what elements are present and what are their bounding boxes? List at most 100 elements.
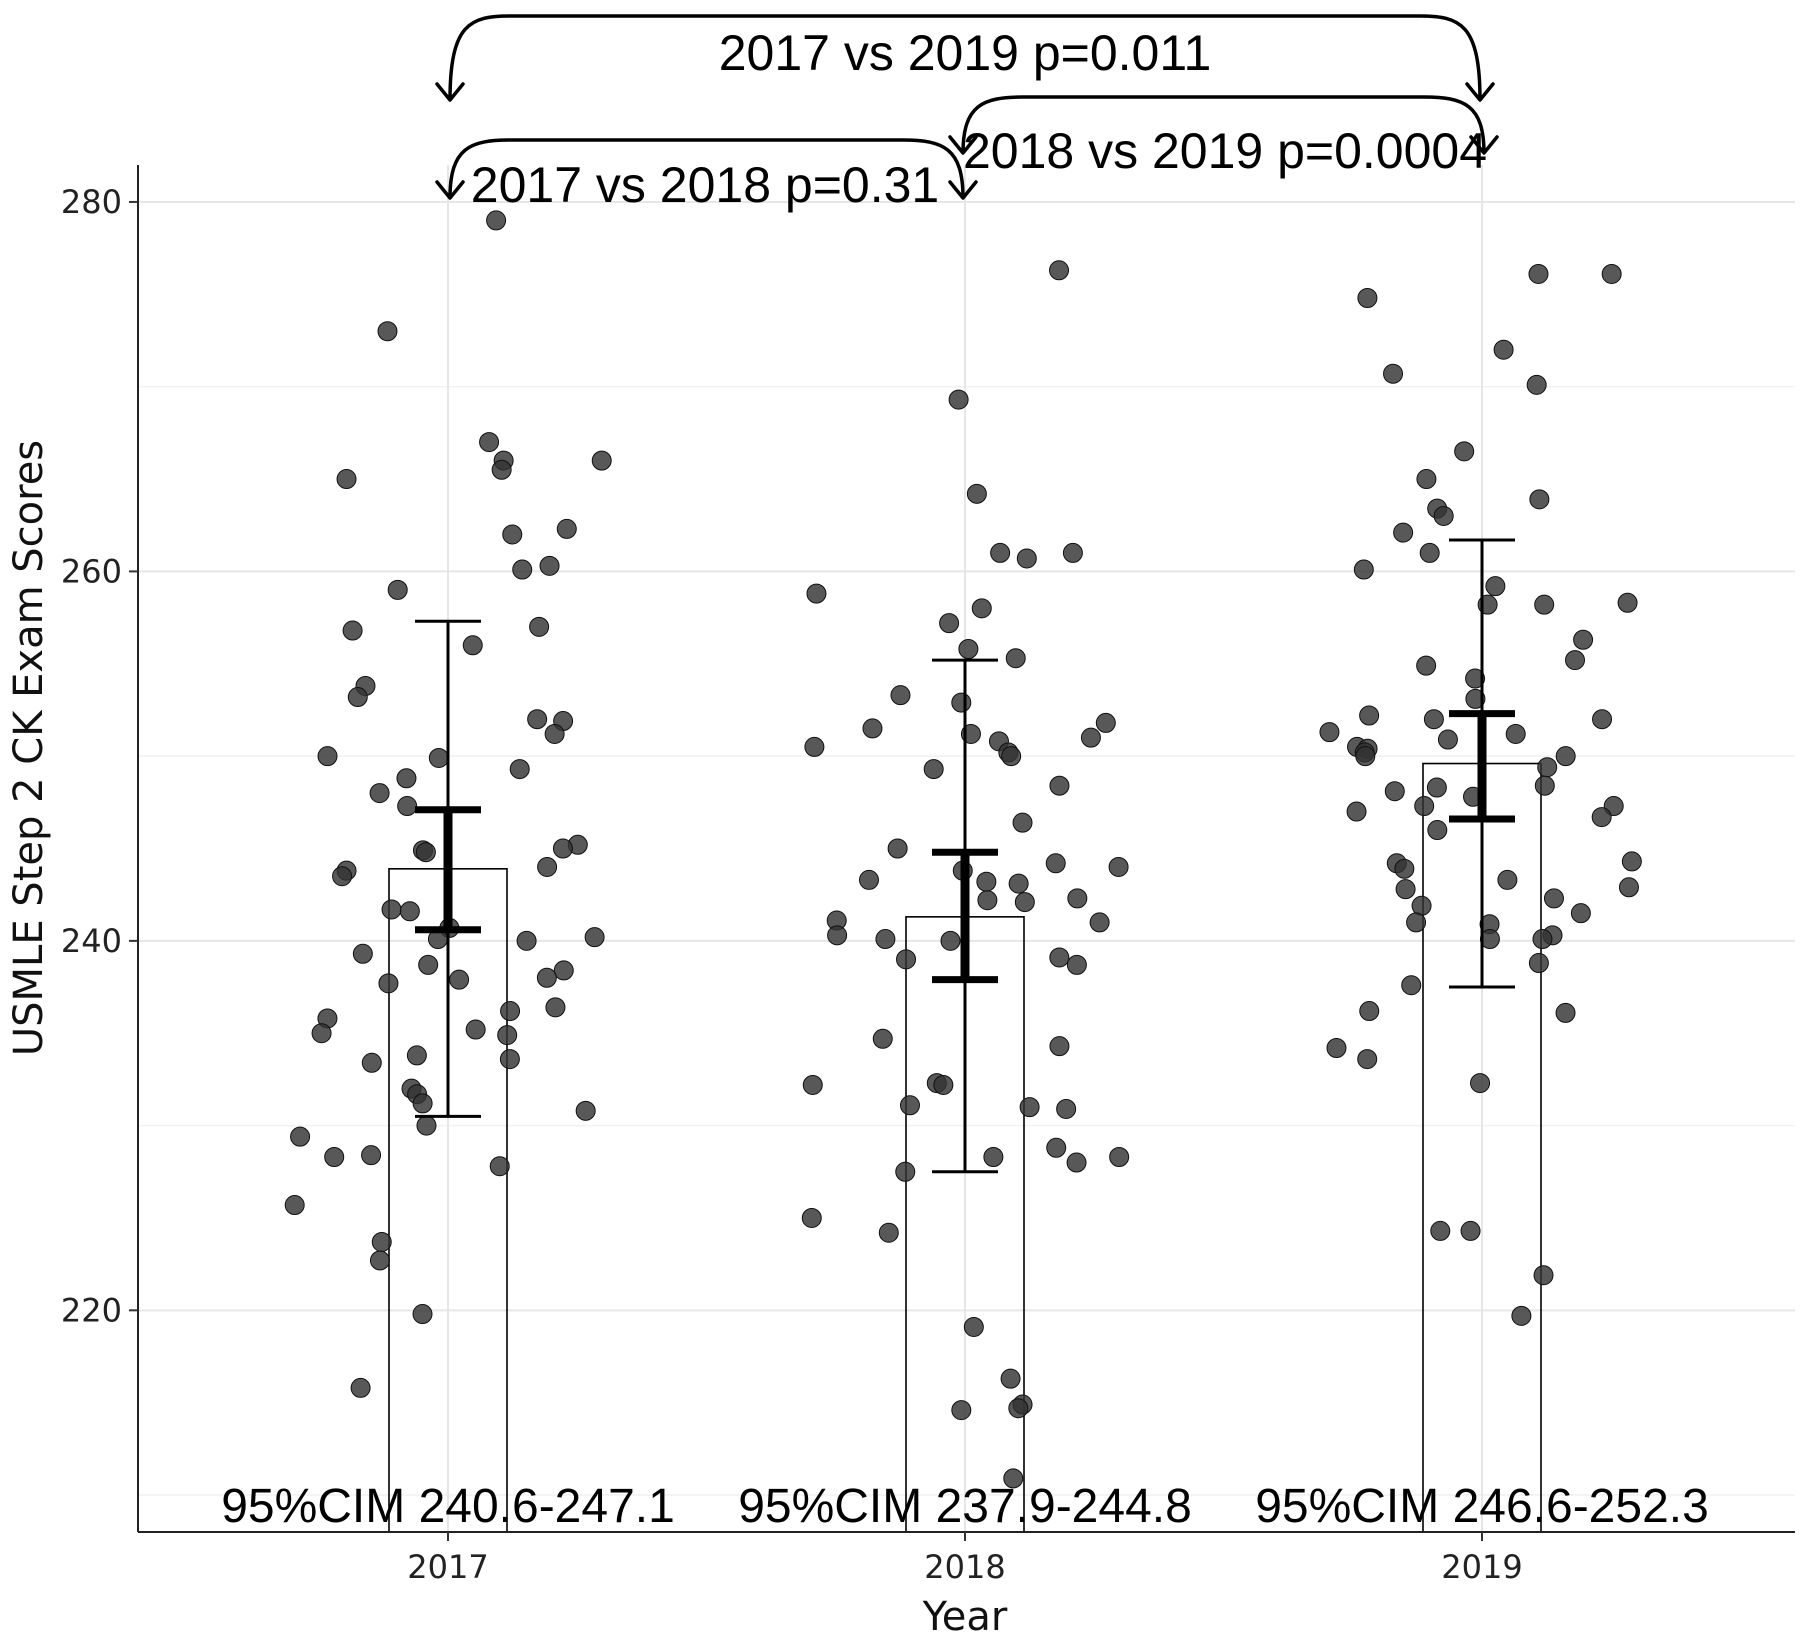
data-point-2019 xyxy=(1528,263,1549,284)
data-point-2019 xyxy=(1526,374,1547,395)
data-point-2018 xyxy=(939,613,960,634)
arrowhead-2017 xyxy=(435,82,465,102)
data-point-2018 xyxy=(1062,542,1083,563)
data-point-2018 xyxy=(890,685,911,706)
data-point-2017 xyxy=(539,555,560,576)
data-point-2019 xyxy=(1460,1220,1481,1241)
data-point-2019 xyxy=(1505,723,1526,744)
data-point-2019 xyxy=(1592,709,1613,730)
error-bar-layer xyxy=(415,538,1515,1174)
data-point-2019 xyxy=(1591,807,1612,828)
data-point-2018 xyxy=(966,483,987,504)
data-point-2017 xyxy=(537,856,558,877)
data-point-2017 xyxy=(553,960,574,981)
data-point-2018 xyxy=(801,1207,822,1228)
data-point-2018 xyxy=(1109,1146,1130,1167)
data-point-2019 xyxy=(1406,912,1427,933)
data-point-2019 xyxy=(1383,363,1404,384)
data-point-2019 xyxy=(1555,746,1576,767)
data-point-2019 xyxy=(1454,441,1475,462)
data-point-2017 xyxy=(311,1023,332,1044)
data-point-2017 xyxy=(371,1231,392,1252)
data-point-2018 xyxy=(1049,947,1070,968)
arrowhead-2018 xyxy=(948,135,978,155)
comparison-arc-2017-2018 xyxy=(448,138,965,199)
data-point-2019 xyxy=(1617,592,1638,613)
arrowhead-2019 xyxy=(1469,135,1499,155)
data-point-2019 xyxy=(1618,877,1639,898)
data-point-2019 xyxy=(1601,263,1622,284)
data-point-2017 xyxy=(387,579,408,600)
data-point-2019 xyxy=(1419,542,1440,563)
data-point-2019 xyxy=(1437,729,1458,750)
data-point-2019 xyxy=(1529,489,1550,510)
data-point-2017 xyxy=(378,973,399,994)
data-point-2019 xyxy=(1416,655,1437,676)
data-point-2018 xyxy=(1003,1468,1024,1489)
data-point-2018 xyxy=(827,925,848,946)
data-point-2017 xyxy=(332,866,353,887)
data-point-2018 xyxy=(878,1222,899,1243)
data-point-2019 xyxy=(1485,576,1506,597)
data-point-2018 xyxy=(1089,912,1110,933)
y-tick-label: 280 xyxy=(61,183,122,221)
data-point-2018 xyxy=(940,930,961,951)
data-point-2018 xyxy=(990,542,1011,563)
data-point-2017 xyxy=(347,687,368,708)
annotation-layer: 95%CIM 240.6-247.1 95%CIM 237.9-244.8 95%C… xyxy=(221,14,1709,1533)
data-point-2018 xyxy=(1008,1398,1029,1419)
data-point-2018 xyxy=(887,838,908,859)
data-point-2019 xyxy=(1416,469,1437,490)
data-point-2017 xyxy=(502,524,523,545)
data-point-2018 xyxy=(1046,1137,1067,1158)
data-point-2018 xyxy=(899,1095,920,1116)
data-point-2019 xyxy=(1426,777,1447,798)
data-point-2018 xyxy=(1016,548,1037,569)
data-point-2017 xyxy=(491,459,512,480)
data-point-2018 xyxy=(963,1316,984,1337)
data-point-2018 xyxy=(1080,727,1101,748)
data-point-2019 xyxy=(1493,339,1514,360)
data-point-2019 xyxy=(1427,820,1448,841)
data-point-2017 xyxy=(361,1052,382,1073)
comparison-label-2017-2018: 2017 vs 2018 p=0.31 xyxy=(471,157,939,213)
comparison-arc-2017-2019 xyxy=(448,14,1482,101)
data-point-2017 xyxy=(381,899,402,920)
data-point-2018 xyxy=(923,759,944,780)
data-point-2017 xyxy=(377,321,398,342)
data-point-2019 xyxy=(1534,775,1555,796)
data-point-2018 xyxy=(958,638,979,659)
data-point-2018 xyxy=(971,598,992,619)
data-point-2017 xyxy=(500,1001,521,1022)
data-point-2017 xyxy=(416,1115,437,1136)
data-point-2018 xyxy=(1005,648,1026,669)
data-point-2017 xyxy=(399,901,420,922)
data-point-2017 xyxy=(575,1100,596,1121)
data-point-2018 xyxy=(895,1161,916,1182)
x-axis-title: Year xyxy=(922,1594,1008,1637)
data-point-2019 xyxy=(1433,505,1454,526)
data-point-2017 xyxy=(324,1146,345,1167)
data-point-2018 xyxy=(977,890,998,911)
data-point-2018 xyxy=(1049,1036,1070,1057)
data-point-2019 xyxy=(1621,851,1642,872)
data-point-2018 xyxy=(802,1074,823,1095)
arrowhead-2018 xyxy=(948,180,978,200)
data-point-2019 xyxy=(1534,594,1555,615)
data-point-2018 xyxy=(1000,1368,1021,1389)
data-point-2017 xyxy=(516,930,537,951)
data-point-2017 xyxy=(527,709,548,730)
data-point-2018 xyxy=(948,389,969,410)
y-tick-label: 240 xyxy=(61,922,122,960)
data-point-2018 xyxy=(1066,1152,1087,1173)
data-point-2018 xyxy=(872,1028,893,1049)
data-point-2018 xyxy=(1012,812,1033,833)
data-point-2018 xyxy=(1066,954,1087,975)
x-tick-label: 2017 xyxy=(407,1548,488,1586)
data-point-2017 xyxy=(361,1145,382,1166)
data-point-2019 xyxy=(1511,1305,1532,1326)
data-point-2017 xyxy=(415,842,436,863)
point-layer xyxy=(284,210,1642,1489)
data-point-2017 xyxy=(317,746,338,767)
